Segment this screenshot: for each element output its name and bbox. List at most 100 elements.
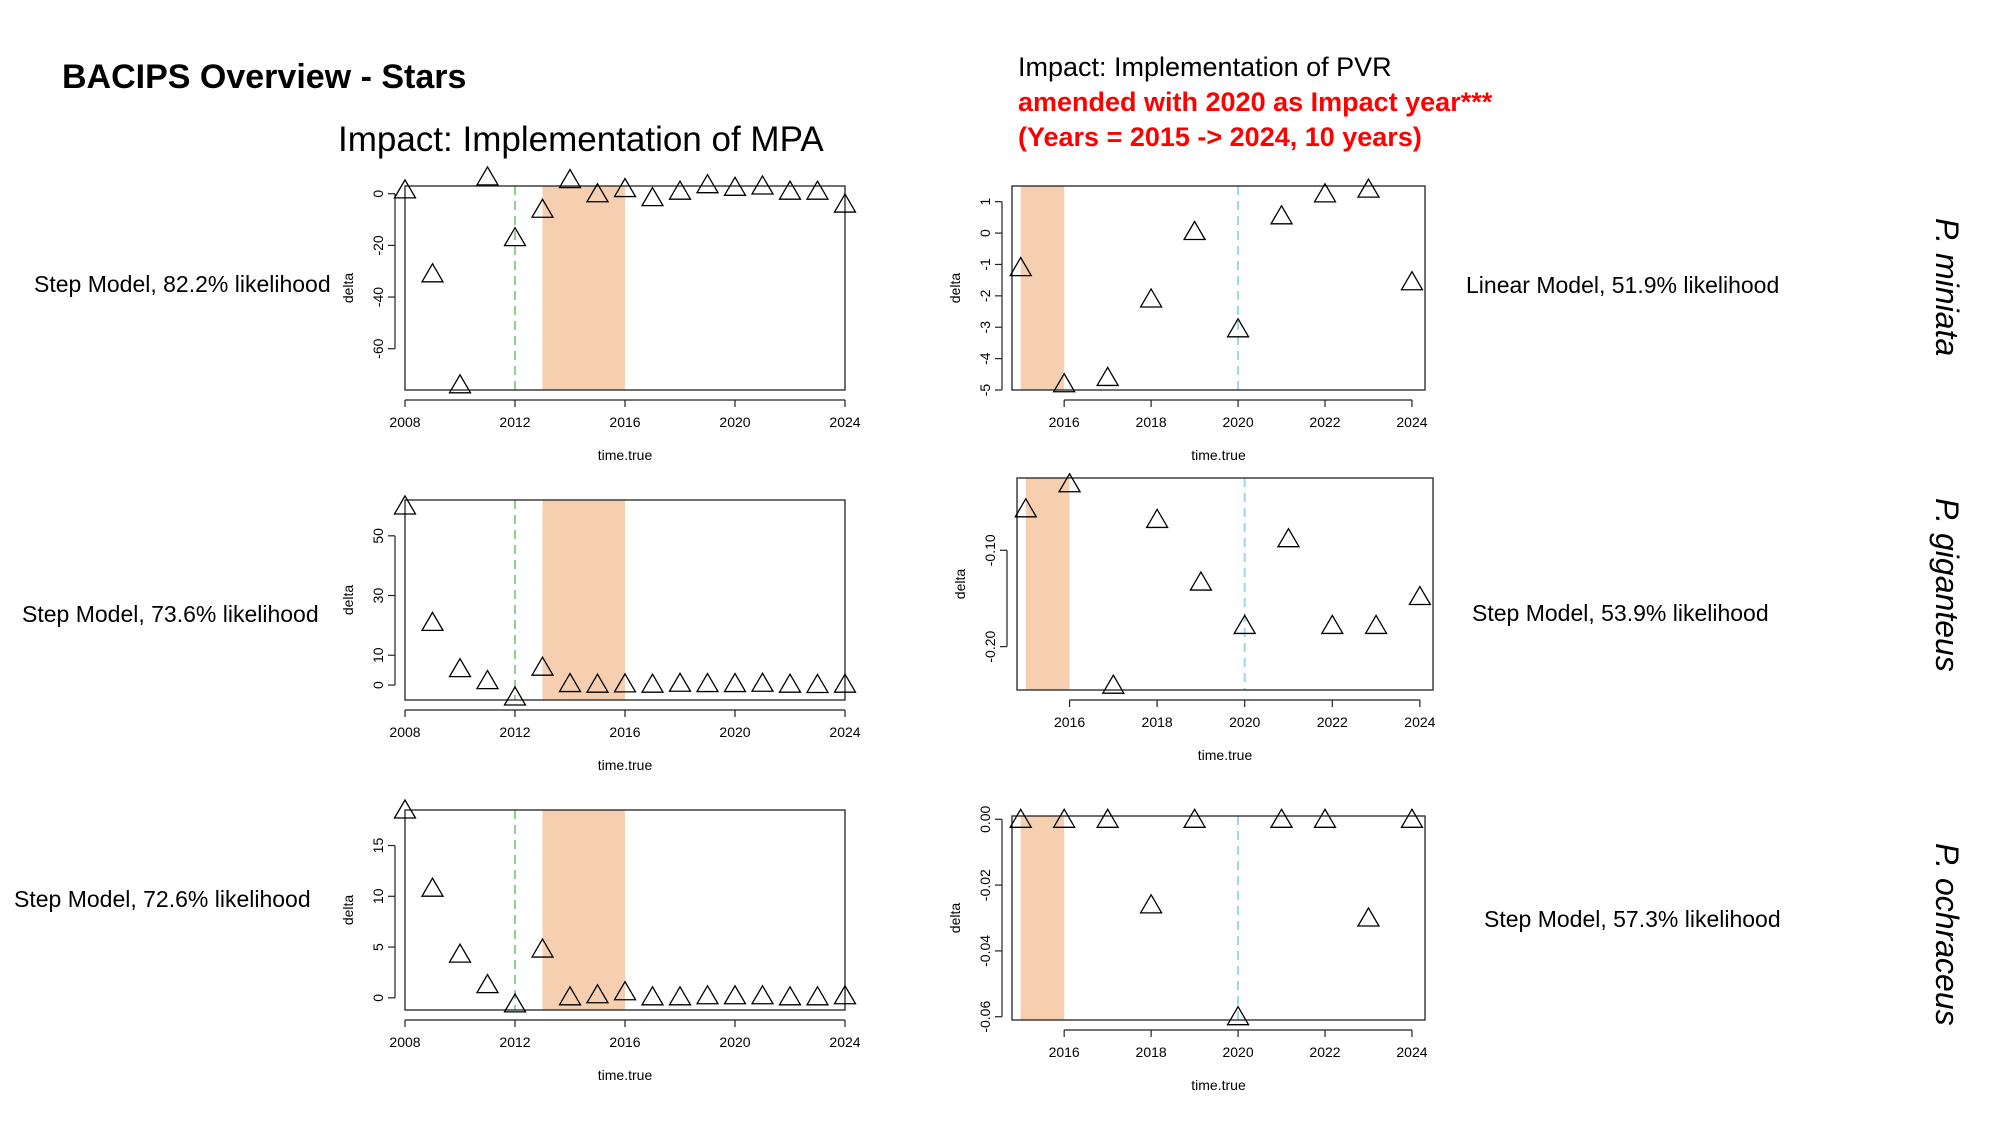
y-axis-title: delta bbox=[340, 895, 356, 926]
data-point-triangle bbox=[1400, 808, 1424, 828]
x-tick-label: 2024 bbox=[829, 414, 860, 430]
data-point-triangle bbox=[668, 671, 692, 692]
x-tick-label: 2024 bbox=[1404, 714, 1435, 730]
data-point-triangle bbox=[530, 197, 555, 218]
data-point-triangle bbox=[1014, 497, 1038, 518]
data-point-triangle bbox=[778, 672, 802, 693]
data-point-triangle bbox=[1139, 893, 1163, 914]
data-point-triangle bbox=[393, 798, 417, 819]
data-point-triangle bbox=[585, 672, 610, 693]
data-point-triangle bbox=[530, 655, 555, 676]
data-point-triangle bbox=[558, 168, 582, 189]
data-point-triangle bbox=[448, 373, 472, 394]
plot-giganteus-pvr: 2016 2018 2020 2022 2024 -0.10 -0.20 time.true d… bbox=[952, 472, 1436, 763]
y-axis-title: delta bbox=[947, 273, 963, 304]
data-point-triangle bbox=[585, 182, 610, 203]
right-model-label-2: Step Model, 53.9% likelihood bbox=[1472, 600, 1769, 626]
x-axis-title: time.true bbox=[598, 1067, 653, 1083]
data-point-triangle bbox=[503, 992, 527, 1013]
data-point-triangle bbox=[1189, 570, 1213, 591]
data-point-triangle bbox=[778, 985, 802, 1006]
data-point-triangle bbox=[613, 672, 637, 693]
data-point-triangle bbox=[503, 685, 527, 706]
data-point-triangle bbox=[1052, 808, 1076, 828]
data-point-triangle bbox=[1269, 808, 1294, 828]
data-point-triangle bbox=[640, 186, 665, 207]
data-point-triangle bbox=[1009, 808, 1033, 828]
x-tick-label: 2016 bbox=[609, 1034, 640, 1050]
plot-frame bbox=[404, 809, 846, 1011]
data-point-triangle bbox=[1096, 366, 1120, 387]
plot-frame bbox=[1011, 185, 1426, 391]
data-point-triangle bbox=[668, 985, 692, 1006]
x-tick-label: 2012 bbox=[499, 724, 530, 740]
data-point-triangle bbox=[558, 672, 582, 693]
data-point-triangle bbox=[750, 174, 775, 195]
plot-ochraceus-mpa: 2008 2012 2016 2020 2024 0 5 10 15 time.true delta bbox=[340, 798, 861, 1083]
data-point-triangle bbox=[833, 984, 857, 1005]
x-tick-label: 2020 bbox=[1222, 414, 1253, 430]
data-point-triangle bbox=[750, 984, 775, 1005]
data-point-triangle bbox=[613, 980, 637, 1001]
y-axis-title: delta bbox=[952, 569, 968, 600]
data-point-triangle bbox=[530, 937, 555, 958]
slide-title: BACIPS Overview - Stars bbox=[62, 58, 467, 96]
x-tick-label: 2020 bbox=[1229, 714, 1260, 730]
y-tick-label: 0 bbox=[370, 681, 386, 689]
plot-frame bbox=[404, 185, 846, 391]
data-point-triangle bbox=[1313, 182, 1337, 203]
shaded-period bbox=[1020, 186, 1065, 390]
plot-miniata-pvr: 2016 2018 2020 2022 2024 1 0 -1 -2 -3 -4 -5 time.tru… bbox=[947, 177, 1428, 463]
x-axis-title: time.true bbox=[1191, 1077, 1246, 1093]
y-tick-label: -40 bbox=[370, 287, 386, 307]
plot-ochraceus-pvr: 2016 2018 2020 2022 2024 0.00 -0.02 -0.04 -0.06 t… bbox=[947, 805, 1428, 1093]
data-point-triangle bbox=[393, 178, 417, 199]
y-tick-label: 10 bbox=[370, 888, 386, 904]
data-point-triangle bbox=[833, 192, 857, 213]
y-tick-label: -0.10 bbox=[982, 534, 998, 566]
x-tick-label: 2016 bbox=[609, 724, 640, 740]
y-tick-label: -3 bbox=[977, 321, 993, 334]
data-point-triangle bbox=[1182, 220, 1207, 241]
data-point-triangle bbox=[1101, 673, 1125, 694]
y-tick-label: 0 bbox=[370, 190, 386, 198]
pvr-heading-line1: Impact: Implementation of PVR bbox=[1018, 52, 1392, 82]
x-tick-label: 2020 bbox=[719, 724, 750, 740]
data-point-triangle bbox=[1269, 204, 1294, 225]
data-point-triangle bbox=[448, 942, 472, 963]
data-point-triangle bbox=[475, 165, 500, 186]
y-axis-title: delta bbox=[340, 585, 356, 616]
species-label-3: P. ochraceus bbox=[1929, 843, 1965, 1026]
y-tick-label: 15 bbox=[370, 838, 386, 854]
data-point-triangle bbox=[1226, 1005, 1250, 1026]
data-point-triangle bbox=[805, 673, 830, 694]
data-point-triangle bbox=[640, 672, 665, 693]
plot-miniata-mpa: 2008 2012 2016 2020 2024 0 -20 -40 -60 time.true d… bbox=[340, 165, 861, 463]
data-point-triangle bbox=[1096, 808, 1120, 828]
data-point-triangle bbox=[668, 179, 692, 200]
data-point-triangle bbox=[420, 262, 445, 283]
data-point-triangle bbox=[805, 985, 830, 1006]
x-tick-label: 2020 bbox=[1222, 1044, 1253, 1060]
data-point-triangle bbox=[393, 494, 417, 515]
y-tick-label: -0.20 bbox=[982, 630, 998, 662]
y-tick-label: -5 bbox=[977, 384, 993, 397]
data-point-triangle bbox=[778, 179, 802, 200]
x-tick-label: 2020 bbox=[719, 414, 750, 430]
y-tick-label: -1 bbox=[977, 258, 993, 271]
data-point-triangle bbox=[1009, 256, 1033, 277]
x-tick-label: 2022 bbox=[1309, 414, 1340, 430]
data-point-triangle bbox=[723, 176, 747, 196]
data-point-triangle bbox=[475, 669, 500, 690]
x-axis-title: time.true bbox=[1191, 447, 1246, 463]
data-point-triangle bbox=[1052, 372, 1076, 393]
x-axis-title: time.true bbox=[598, 447, 653, 463]
x-tick-label: 2016 bbox=[609, 414, 640, 430]
y-tick-label: 0 bbox=[370, 994, 386, 1002]
left-model-label-1: Step Model, 82.2% likelihood bbox=[34, 271, 331, 297]
x-tick-label: 2020 bbox=[719, 1034, 750, 1050]
x-tick-label: 2024 bbox=[829, 724, 860, 740]
data-point-triangle bbox=[585, 983, 610, 1004]
x-tick-label: 2016 bbox=[1054, 714, 1085, 730]
data-point-triangle bbox=[613, 177, 637, 198]
